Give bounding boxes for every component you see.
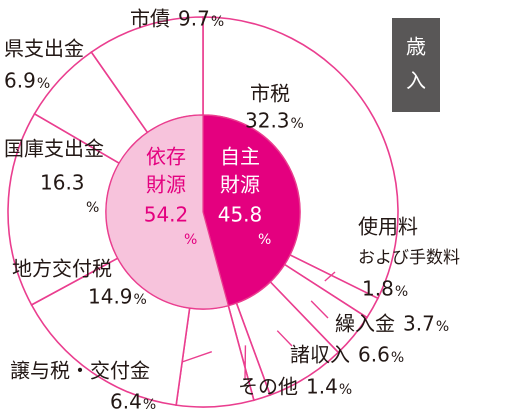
segment-label: 使用料 bbox=[358, 215, 418, 239]
unit-label: % bbox=[258, 232, 271, 248]
inner-label: 財源 bbox=[220, 173, 260, 197]
leader-line bbox=[181, 351, 213, 363]
inner-label: 自主 bbox=[220, 145, 260, 169]
value-label: 1.8 bbox=[362, 277, 394, 301]
unit-label: % bbox=[291, 116, 304, 132]
badge-text: 入 bbox=[406, 69, 426, 93]
value-label: 14.9 bbox=[88, 285, 133, 309]
unit-label: % bbox=[134, 292, 147, 308]
segment-label: 繰入金 bbox=[335, 312, 395, 336]
unit-label: % bbox=[339, 382, 352, 398]
inner-segment bbox=[105, 114, 230, 310]
segment-label: および手数料 bbox=[358, 248, 460, 268]
leader-line bbox=[310, 300, 329, 319]
segment-label: その他 bbox=[238, 375, 298, 399]
inner-value: 54.2 bbox=[144, 203, 189, 227]
badge-box bbox=[392, 18, 440, 112]
value-label: 1.4 bbox=[306, 375, 338, 399]
inner-value: 45.8 bbox=[218, 203, 263, 227]
value-label: 6.4 bbox=[110, 390, 142, 414]
segment-label: 譲与税・交付金 bbox=[10, 359, 150, 383]
segment-label: 市債 bbox=[130, 7, 170, 31]
unit-label: % bbox=[37, 76, 50, 92]
value-label: 3.7 bbox=[403, 312, 435, 336]
unit-label: % bbox=[211, 14, 224, 30]
segment-label: 市税 bbox=[250, 82, 290, 106]
segment-label: 地方交付税 bbox=[12, 257, 112, 281]
value-label: 32.3 bbox=[245, 109, 290, 133]
unit-label: % bbox=[395, 284, 408, 300]
unit-label: % bbox=[436, 319, 449, 335]
unit-label: % bbox=[391, 350, 404, 366]
value-label: 6.9 bbox=[4, 69, 36, 93]
leader-line bbox=[276, 330, 293, 347]
unit-label: % bbox=[184, 232, 197, 248]
unit-label: % bbox=[86, 200, 99, 216]
value-label: 6.6 bbox=[358, 343, 390, 367]
badge-text: 歳 bbox=[406, 35, 426, 59]
segment-label: 県支出金 bbox=[4, 37, 84, 61]
inner-segment bbox=[202, 114, 301, 307]
segment-label: 国庫支出金 bbox=[4, 137, 104, 161]
leader-line bbox=[324, 271, 336, 282]
inner-label: 依存 bbox=[146, 145, 186, 169]
segment-label: 諸収入 bbox=[290, 343, 350, 367]
inner-label: 財源 bbox=[146, 173, 186, 197]
value-label: 9.7 bbox=[178, 7, 210, 31]
value-label: 16.3 bbox=[40, 171, 85, 195]
unit-label: % bbox=[143, 397, 156, 413]
